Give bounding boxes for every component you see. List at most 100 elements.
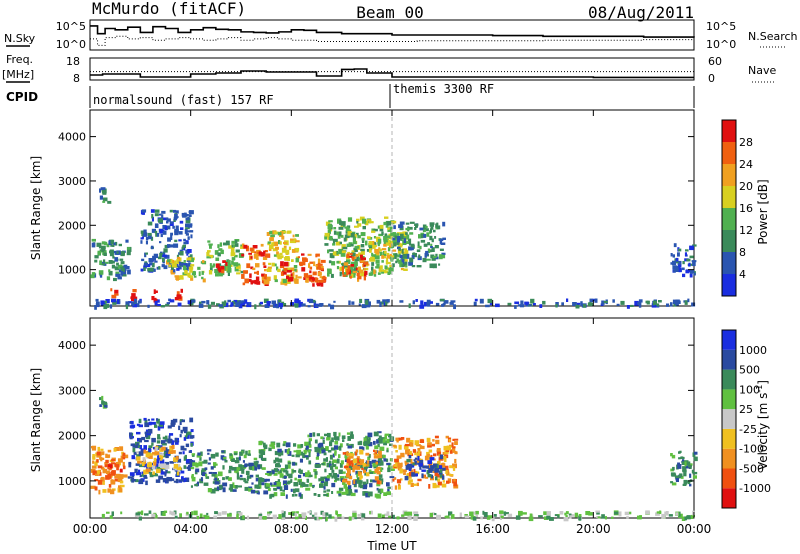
velocity-echo-cell: [158, 463, 163, 467]
velocity-echo-cell: [682, 469, 687, 473]
power-echo-cell: [250, 256, 253, 259]
velocity-echo-cell: [386, 438, 390, 444]
velocity-echo-cell: [166, 476, 170, 481]
power-echo-cell: [183, 238, 186, 241]
power-echo-cell: [313, 261, 316, 267]
velocity-echo-cell: [189, 417, 194, 423]
velocity-echo-cell: [445, 469, 448, 474]
velocity-echo-cell: [214, 511, 218, 515]
power-echo-cell: [672, 265, 677, 270]
velocity-echo-cell: [277, 479, 281, 483]
velocity-echo-cell: [237, 512, 243, 516]
power-echo-cell: [290, 241, 295, 244]
velocity-echo-cell: [323, 452, 327, 456]
velocity-echo-cell: [428, 449, 433, 453]
velocity-echo-cell: [188, 459, 192, 464]
velocity-echo-cell: [503, 511, 507, 516]
power-echo-cell: [358, 269, 364, 274]
velocity-echo-cell: [450, 514, 455, 519]
velocity-echo-cell: [383, 458, 387, 462]
velocity-echo-cell: [234, 485, 238, 489]
power-echo-cell: [90, 274, 95, 279]
velocity-echo-cell: [168, 450, 173, 454]
power-echo-cell: [354, 245, 360, 249]
velocity-echo-cell: [414, 440, 419, 446]
velocity-echo-cell: [159, 459, 165, 464]
velocity-echo-cell: [151, 437, 156, 443]
power-echo-cell: [335, 241, 341, 246]
power-echo-cell: [425, 228, 429, 232]
velocity-echo-cell: [435, 476, 438, 481]
power-colorbar-segment: [722, 208, 736, 230]
power-echo-cell: [387, 229, 393, 232]
power-echo-cell: [442, 221, 446, 227]
power-echo-cell: [187, 236, 190, 240]
power-echo-cell: [405, 265, 408, 268]
power-echo-cell: [252, 267, 256, 271]
velocity-echo-cell: [314, 446, 319, 449]
power-echo-cell: [379, 251, 383, 256]
velocity-echo-cell: [305, 445, 309, 450]
velocity-echo-cell: [122, 455, 126, 460]
power-echo-cell: [328, 220, 333, 223]
power-echo-cell: [264, 269, 267, 272]
velocity-echo-cell: [136, 443, 139, 447]
velocity-echo-cell: [173, 463, 179, 469]
velocity-echo-cell: [362, 463, 366, 467]
velocity-echo-cell: [684, 461, 687, 467]
power-echo-cell: [189, 254, 193, 259]
velocity-echo-cell: [388, 515, 392, 518]
velocity-echo-cell: [131, 455, 136, 460]
power-echo-cell: [283, 242, 288, 245]
power-echo-cell: [176, 294, 182, 300]
velocity-echo-cell: [334, 479, 337, 483]
velocity-echo-cell: [315, 516, 320, 521]
power-echo-cell: [691, 302, 696, 307]
velocity-echo-cell: [190, 442, 193, 447]
power-echo-cell: [348, 242, 353, 245]
nsky-line: [90, 25, 695, 38]
velocity-echo-cell: [298, 468, 301, 472]
velocity-echo-cell: [363, 491, 369, 495]
power-echo-cell: [410, 247, 414, 251]
velocity-echo-cell: [309, 474, 313, 478]
velocity-echo-cell: [148, 454, 153, 459]
power-echo-cell: [368, 272, 373, 276]
velocity-echo-cell: [369, 510, 373, 515]
power-echo-cell: [333, 300, 336, 303]
velocity-echo-cell: [119, 468, 123, 473]
velocity-colorbar-frame: [721, 329, 737, 509]
velocity-echo-cell: [280, 468, 285, 472]
power-colorbar-tick: 4: [739, 268, 746, 281]
velocity-echo-cell: [304, 448, 307, 453]
velocity-echo-cell: [356, 466, 361, 470]
power-echo-cell: [386, 235, 391, 239]
velocity-echo-cell: [559, 511, 564, 515]
power-echo-cell: [530, 298, 535, 304]
power-echo-cell: [453, 304, 456, 310]
power-echo-cell: [417, 245, 420, 249]
velocity-echo-cell: [107, 488, 111, 493]
power-echo-cell: [309, 270, 312, 274]
power-echo-cell: [290, 302, 294, 304]
velocity-echo-cell: [123, 474, 128, 478]
power-echo-cell: [398, 248, 401, 251]
velocity-echo-cell: [314, 447, 319, 453]
velocity-echo-cell: [235, 457, 241, 460]
velocity-echo-cell: [275, 463, 279, 468]
velocity-echo-cell: [324, 433, 327, 437]
power-echo-cell: [347, 231, 352, 236]
velocity-echo-cell: [97, 479, 103, 485]
velocity-echo-cell: [376, 470, 381, 475]
velocity-echo-cell: [407, 476, 412, 479]
velocity-echo-cell: [322, 439, 325, 444]
velocity-echo-cell: [409, 440, 414, 444]
velocity-echo-cell: [280, 515, 286, 520]
power-echo-cell: [429, 235, 433, 241]
power-echo-cell: [288, 246, 292, 250]
power-echo-cell: [403, 232, 407, 237]
freq-tick-high: 18: [66, 55, 80, 68]
power-echo-cell: [339, 220, 342, 226]
power-echo-cell: [147, 304, 150, 308]
power-echo-cell: [224, 266, 227, 271]
